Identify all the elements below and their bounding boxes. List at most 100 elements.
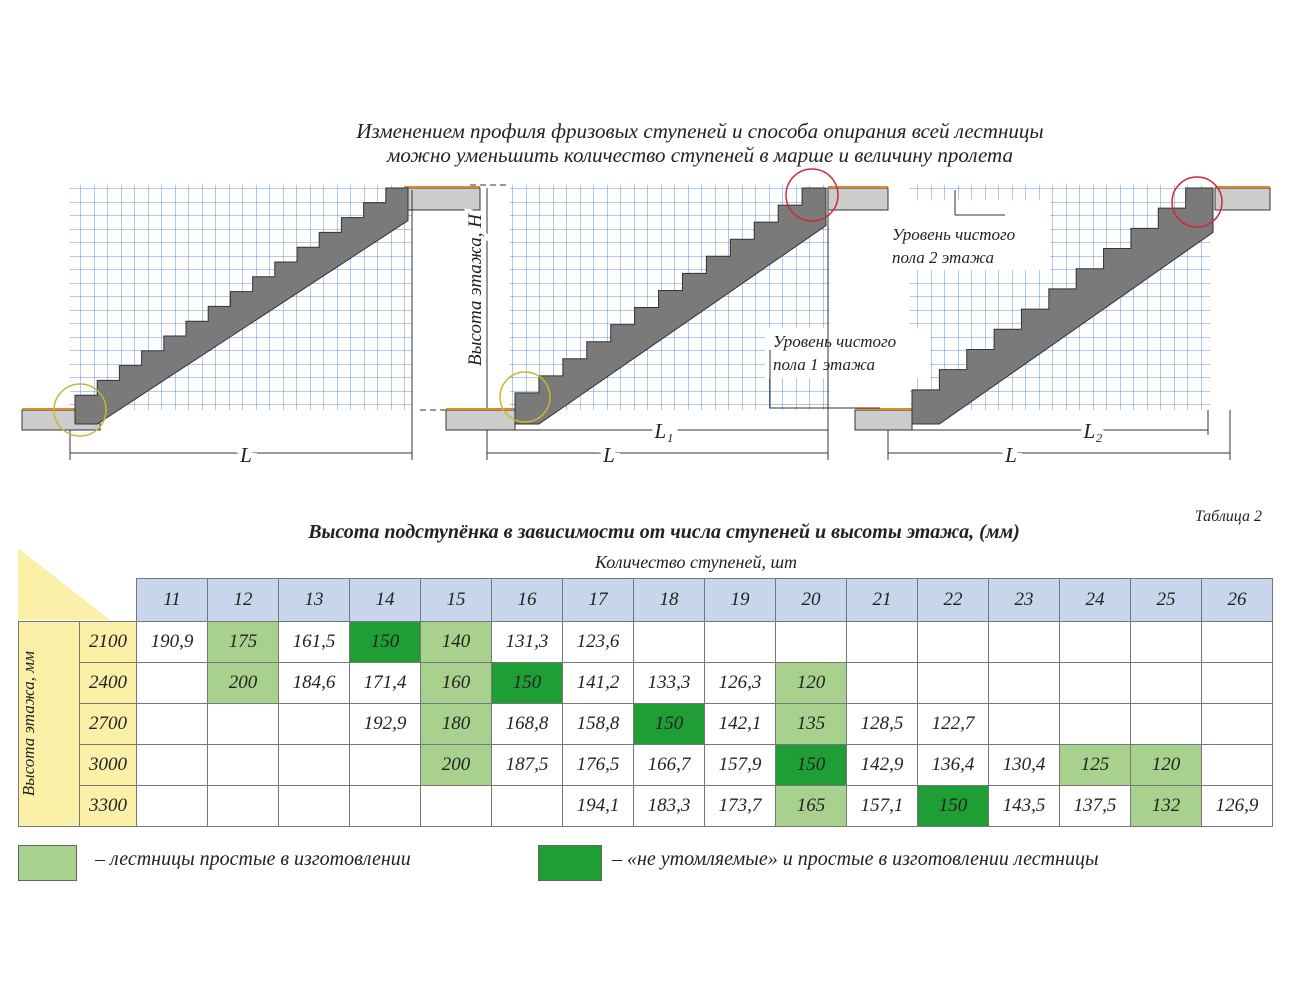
cell: 157,1 [846, 785, 918, 827]
cell [1059, 662, 1131, 704]
cell: 192,9 [349, 703, 421, 745]
cell: 180 [420, 703, 492, 745]
cell: 143,5 [988, 785, 1060, 827]
cell: 200 [420, 744, 492, 786]
cell: 157,9 [704, 744, 776, 786]
cell: 120 [1130, 744, 1202, 786]
cell [846, 621, 918, 663]
cell [278, 703, 350, 745]
slab [854, 409, 913, 431]
dim-label: L [602, 443, 615, 467]
highlights [53, 168, 1223, 437]
cell: 183,3 [633, 785, 705, 827]
column-header: 14 [349, 578, 421, 622]
row-header: 2700 [79, 703, 137, 745]
cell: 150 [491, 662, 563, 704]
title-line: можно уменьшить количество ступеней в ма… [386, 143, 1013, 167]
row: 2400 200 184,6 171,4 160 150 141,2 133,3 126,3 12… [19, 662, 1273, 704]
dim-label: L [1004, 443, 1017, 467]
row-header: 2100 [79, 621, 137, 663]
cell [1201, 703, 1273, 745]
cell: 166,7 [633, 744, 705, 786]
cell: 187,5 [491, 744, 563, 786]
label-bg [870, 200, 1050, 270]
cell: 158,8 [562, 703, 634, 745]
column-header: 25 [1130, 578, 1202, 622]
cell [704, 621, 776, 663]
dim-label: L₂ [1083, 419, 1103, 443]
cell [136, 785, 208, 827]
legend-text: – «не утомляемые» и простые в изготовлен… [612, 848, 1099, 870]
dim-label: L [239, 443, 252, 467]
column-header: 19 [704, 578, 776, 622]
column-header: 22 [917, 578, 989, 622]
cell: 130,4 [988, 744, 1060, 786]
cell [1059, 703, 1131, 745]
cell: 160 [420, 662, 492, 704]
cell [1130, 621, 1202, 663]
cell [988, 621, 1060, 663]
cell: 165 [775, 785, 847, 827]
stair [911, 187, 1214, 425]
label-bg [765, 328, 930, 378]
cell: 176,5 [562, 744, 634, 786]
cell: 126,9 [1201, 785, 1273, 827]
table-title: Высота подступёнка в зависимости от числ… [307, 521, 1020, 543]
level-label: пола 1 этажа [773, 355, 875, 374]
legend-text: – лестницы простые в изготовлении [95, 848, 411, 870]
cell: 190,9 [136, 621, 208, 663]
cell: 150 [349, 621, 421, 663]
cell: 128,5 [846, 703, 918, 745]
slab [404, 187, 481, 211]
table: 11 12 13 14 15 16 17 18 19 20 21 22 23 24 25 26 Высота э… [18, 578, 1273, 827]
cell [136, 703, 208, 745]
column-group: Количество ступеней, шт [594, 552, 797, 572]
cell [349, 744, 421, 786]
cell: 184,6 [278, 662, 350, 704]
cell: 175 [207, 621, 279, 663]
cell: 173,7 [704, 785, 776, 827]
cell [1201, 621, 1273, 663]
column-header: 16 [491, 578, 563, 622]
height-label: Высота этажа, Н [465, 213, 486, 366]
cell: 123,6 [562, 621, 634, 663]
cell [846, 662, 918, 704]
cell [420, 785, 492, 827]
cell [988, 662, 1060, 704]
cell [1201, 662, 1273, 704]
column-header: 11 [136, 578, 208, 622]
cell [1130, 703, 1202, 745]
table-label: Таблица 2 [1195, 508, 1262, 525]
cell [917, 621, 989, 663]
cell: 161,5 [278, 621, 350, 663]
cell: 135 [775, 703, 847, 745]
dimensions [69, 184, 1231, 460]
cell [633, 621, 705, 663]
column-header: 13 [278, 578, 350, 622]
row-header: 2400 [79, 662, 137, 704]
cell: 126,3 [704, 662, 776, 704]
cell: 150 [633, 703, 705, 745]
level-label: пола 2 этажа [892, 248, 994, 267]
cell [1201, 744, 1273, 786]
cell [136, 744, 208, 786]
slab [445, 409, 516, 431]
cell [491, 785, 563, 827]
cell [207, 744, 279, 786]
cell: 168,8 [491, 703, 563, 745]
row-group: Высота этажа, мм [18, 621, 80, 827]
cell [1059, 621, 1131, 663]
stair [514, 187, 827, 425]
column-header: 12 [207, 578, 279, 622]
header-row: 11 12 13 14 15 16 17 18 19 20 21 22 23 24 25 26 [18, 578, 1273, 622]
cell: 171,4 [349, 662, 421, 704]
legend-swatch [18, 845, 77, 881]
cell [207, 785, 279, 827]
column-header: 26 [1201, 578, 1273, 622]
column-header: 18 [633, 578, 705, 622]
cell [207, 703, 279, 745]
cell [278, 744, 350, 786]
cell: 131,3 [491, 621, 563, 663]
row-header: 3000 [79, 744, 137, 786]
cell: 140 [420, 621, 492, 663]
